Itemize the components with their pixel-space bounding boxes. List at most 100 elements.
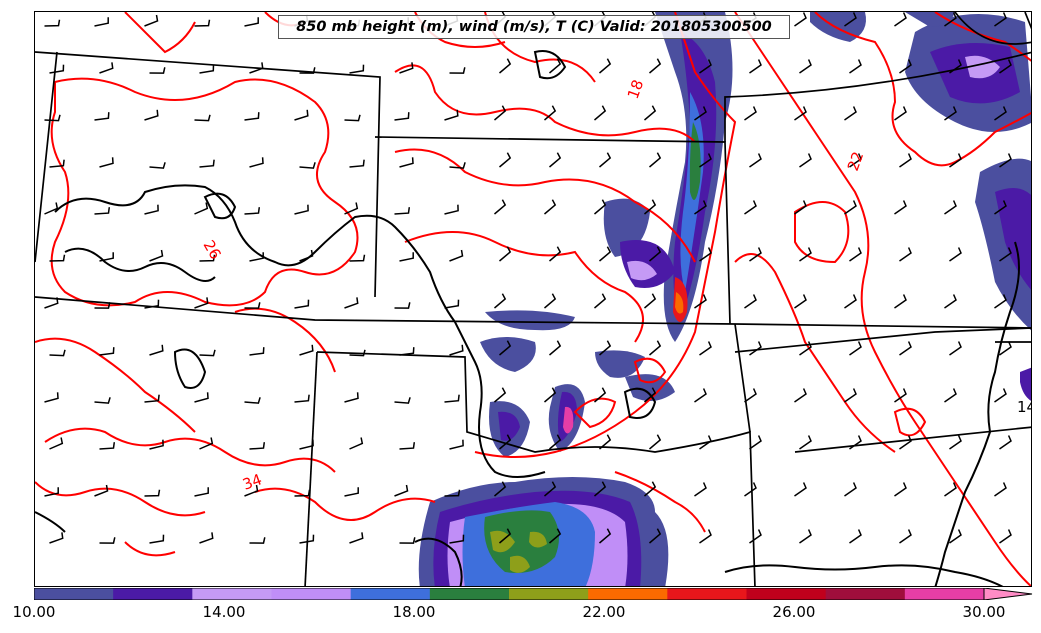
wind-barb	[394, 112, 410, 121]
wind-barb	[944, 12, 957, 27]
wind-barb	[44, 297, 59, 309]
wind-barb	[94, 17, 109, 27]
wind-barb	[549, 340, 562, 356]
wind-barb	[744, 388, 757, 403]
wind-barb	[194, 114, 211, 122]
wind-barb	[999, 247, 1012, 262]
wind-barb	[599, 152, 612, 168]
wind-barb	[544, 105, 557, 121]
wind-barb	[99, 537, 116, 544]
wind-barb	[699, 153, 712, 168]
wind-barb	[994, 12, 1007, 27]
wind-barb	[999, 341, 1012, 356]
wind-barb	[249, 347, 265, 356]
wind-barb	[549, 434, 562, 450]
wind-barb	[749, 153, 762, 168]
wind-barb	[149, 439, 164, 450]
wind-barb	[449, 439, 464, 450]
colorbar-segment	[588, 588, 668, 600]
wind-barb	[499, 340, 512, 356]
wind-barb	[144, 299, 160, 309]
wind-barb	[744, 294, 757, 309]
wind-barb	[444, 394, 460, 403]
wind-barb	[544, 481, 557, 497]
wind-barb	[294, 299, 310, 309]
wind-barb	[844, 106, 857, 121]
wind-barb	[849, 435, 862, 450]
wind-barb	[799, 153, 812, 168]
wind-barb	[644, 199, 657, 215]
wind-barb	[244, 302, 261, 309]
wind-barb	[249, 537, 266, 544]
wind-barb	[999, 59, 1012, 74]
colorbar-segment	[825, 588, 906, 600]
wind-barb	[844, 294, 857, 309]
colorbar-segment	[192, 588, 272, 600]
map-canvas: 18 22 26 34 14	[35, 12, 1031, 586]
map-panel: 18 22 26 34 14	[34, 11, 1032, 587]
wind-barb	[844, 482, 857, 497]
wind-barb	[199, 349, 216, 357]
wind-barb	[899, 435, 912, 450]
wind-barb	[449, 162, 466, 169]
wind-barb	[844, 388, 857, 403]
colorbar-tick-label: 14.00	[202, 603, 246, 621]
colorbar-border	[34, 588, 985, 600]
colorbar-tick-label: 10.00	[12, 603, 56, 621]
wind-barb	[794, 482, 807, 497]
wind-barb	[149, 249, 164, 262]
wind-barb	[94, 112, 110, 121]
wind-barb	[149, 534, 165, 544]
wind-barb	[399, 62, 414, 74]
wind-barb	[49, 159, 65, 168]
wind-barb	[244, 484, 259, 497]
wind-barb	[299, 249, 314, 262]
wind-barb	[344, 487, 359, 497]
wind-barb	[344, 114, 361, 122]
wind-barb	[594, 387, 607, 403]
colorbar-tick-label: 18.00	[392, 603, 436, 621]
wind-barb	[144, 109, 159, 121]
wind-barb	[794, 388, 807, 403]
wind-barb	[944, 106, 957, 121]
wind-barb	[849, 59, 862, 74]
wind-barb	[894, 294, 907, 309]
wind-barb	[444, 109, 459, 121]
wind-barb	[799, 59, 812, 74]
wind-barb	[199, 532, 214, 544]
wind-barb	[249, 62, 264, 74]
wind-barb	[444, 299, 460, 309]
wind-barb	[749, 247, 762, 262]
wind-barb	[194, 202, 209, 215]
wind-barb	[794, 12, 807, 27]
wind-barb	[894, 200, 907, 215]
wind-barb	[599, 58, 612, 74]
wind-barb	[999, 153, 1012, 168]
wind-barb	[844, 12, 857, 27]
colorbar-segment	[350, 588, 431, 600]
wind-barb	[699, 247, 712, 262]
wind-barb	[649, 152, 662, 168]
wind-barb	[899, 247, 912, 262]
wind-barb	[994, 388, 1007, 403]
wind-barb	[399, 537, 416, 544]
wind-barb	[244, 17, 259, 27]
wind-barb	[499, 246, 512, 262]
wind-barb	[644, 293, 657, 309]
wind-barb	[744, 106, 757, 121]
wind-barb	[244, 207, 261, 215]
wind-barb	[99, 442, 116, 450]
wind-barbs	[44, 12, 1012, 544]
wind-barb	[799, 341, 812, 356]
wind-barb	[544, 387, 557, 403]
colorbar-segment	[509, 588, 589, 600]
wind-barb	[49, 64, 65, 74]
wind-barb	[344, 202, 359, 215]
wind-barb	[44, 487, 59, 497]
wind-barb	[44, 19, 61, 27]
wind-barb	[899, 529, 912, 544]
wind-barb	[199, 437, 214, 450]
wind-barb	[194, 297, 209, 309]
colorbar-segments	[34, 588, 1033, 600]
wind-barb	[399, 157, 414, 168]
